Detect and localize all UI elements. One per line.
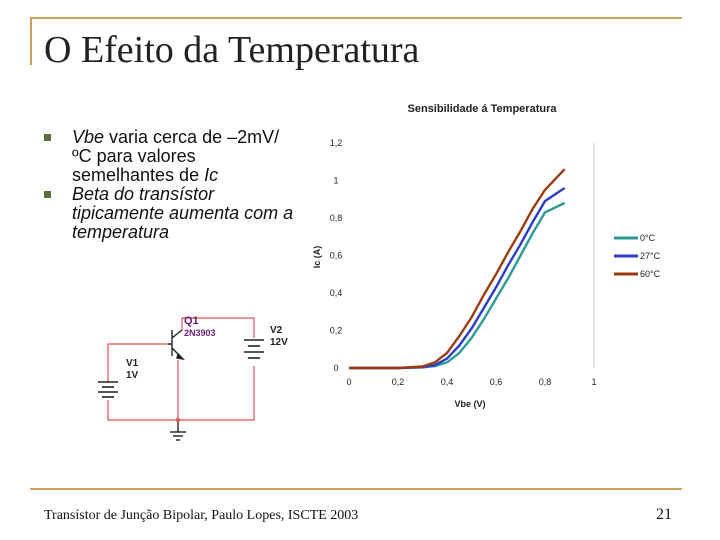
x-tick-label: 0,6 [490,377,503,387]
x-tick-label: 0,4 [441,377,454,387]
x-tick-label: 0 [346,377,351,387]
v1-value: 1V [126,370,139,381]
x-tick-label: 1 [591,377,596,387]
legend-label: 0°C [640,233,656,243]
bullet-item: Vbe varia cerca de –2mV/ºC para valores … [44,128,294,185]
legend-label: 60°C [640,269,661,279]
v2-label: V2 [270,325,283,336]
y-tick-label: 0,6 [330,251,343,261]
y-tick-label: 0,8 [330,213,343,223]
slide-title: O Efeito da Temperatura [44,29,420,71]
bullet-list: Vbe varia cerca de –2mV/ºC para valores … [44,128,294,242]
bullet-marker-icon [44,134,51,141]
bullet-text: Ic [204,165,219,185]
title-rule-left [30,17,32,65]
chart-y-axis-label: Ic (A) [312,246,322,269]
q1-part-label: 2N3903 [184,328,216,338]
footer-rule [30,488,682,490]
v1-label: V1 [126,358,139,369]
series-line-0 [349,201,566,370]
title-rule-top [30,17,682,19]
circuit-wires [107,317,255,421]
bullet-marker-icon [44,191,51,198]
page-number: 21 [656,506,672,523]
footer-text: Transístor de Junção Bipolar, Paulo Lope… [44,508,359,523]
x-tick-label: 0,2 [392,377,405,387]
q1-label: Q1 [184,315,199,327]
x-tick-label: 0,8 [539,377,552,387]
junction-dot [175,417,181,423]
y-tick-label: 1,2 [330,138,343,148]
chart-title: Sensibilidade á Temperatura [408,103,558,115]
battery-v1-symbol [98,381,118,398]
bullet-item: Beta do transístor tipicamente aumenta c… [44,185,294,242]
circuit-schematic: Q1 2N3903 V1 1V V2 12V [98,315,288,441]
temperature-sensitivity-chart: Sensibilidade á Temperatura Ic (A) Vbe (… [312,103,661,409]
series-line-2 [349,168,566,370]
bullet-text: varia cerca de –2mV/ºC para valores seme… [72,127,280,185]
bullet-text: Beta do transístor tipicamente aumenta c… [72,184,294,242]
y-tick-label: 0,4 [330,288,343,298]
ground-symbol [170,420,186,441]
v2-value: 12V [270,337,288,348]
y-tick-label: 1 [333,176,338,186]
battery-v2-symbol [244,339,264,359]
bullet-text: Vbe [72,127,105,147]
transistor-symbol [168,329,186,361]
chart-x-axis-label: Vbe (V) [454,399,485,409]
legend-label: 27°C [640,251,661,261]
y-tick-label: 0 [333,363,338,373]
y-tick-label: 0,2 [330,326,343,336]
